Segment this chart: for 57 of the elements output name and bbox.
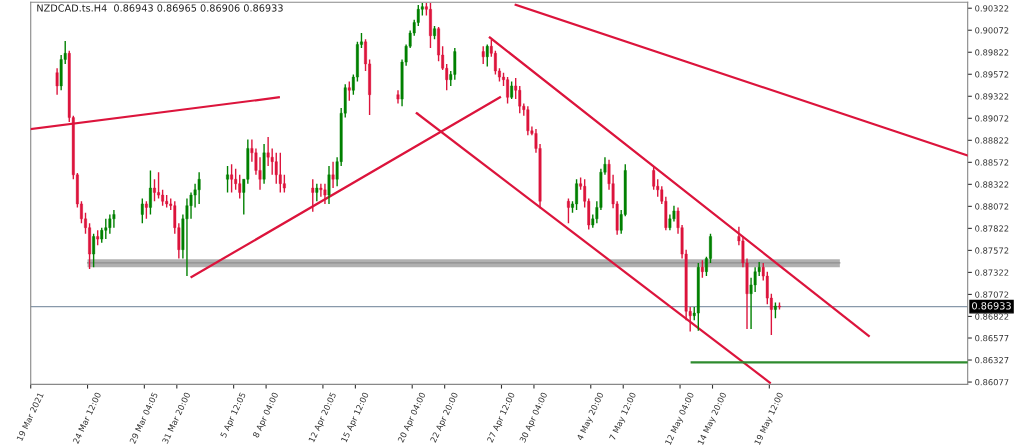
candlestick (323, 182, 327, 205)
candlestick (331, 160, 335, 189)
candlestick (230, 163, 234, 194)
y-tick-label: 0.86577 (975, 334, 1009, 342)
y-tick-label: 0.88322 (975, 181, 1009, 188)
y-tick-label: 0.90322 (975, 5, 1009, 12)
candlestick (506, 76, 509, 105)
candlestick (157, 171, 160, 200)
candlestick (526, 105, 530, 136)
candlestick (429, 2, 432, 49)
y-tick-label: 0.89822 (975, 49, 1009, 56)
y-tick-label: 0.86822 (975, 313, 1009, 320)
candlestick (347, 80, 351, 102)
x-tick-label: 20 Apr 04:00 (397, 391, 428, 444)
candlestick (140, 197, 144, 224)
y-tick-label: 0.86077 (975, 379, 1009, 386)
candlestick (575, 178, 578, 211)
y-tick-label: 0.87572 (975, 247, 1009, 254)
candlestick (453, 47, 457, 81)
chart-title: NZDCAD.ts.H4 0.86943 0.86965 0.86906 0.86933 (37, 4, 283, 12)
candlestick (278, 152, 282, 194)
candlestick (226, 165, 229, 194)
ref-line-label: 0.86933 (972, 302, 1011, 310)
candlestick (92, 233, 96, 268)
y-tick-label: 0.88572 (975, 159, 1009, 166)
x-tick-label: 19 Mar 2021 (16, 392, 44, 442)
candlestick (197, 171, 201, 205)
y-tick-label: 0.87072 (975, 291, 1009, 298)
y-tick-label: 0.87822 (975, 225, 1009, 232)
candlestick (327, 165, 331, 205)
candlestick (55, 67, 59, 96)
y-tick-label: 0.89322 (975, 93, 1009, 100)
candlestick (315, 182, 319, 202)
candlestick (311, 178, 315, 213)
y-tick-label: 0.89572 (975, 71, 1009, 78)
candlestick (493, 49, 497, 76)
candlestick (485, 43, 489, 68)
y-tick-label: 0.87322 (975, 269, 1009, 276)
candlestick (778, 301, 781, 311)
y-tick-label: 0.88822 (975, 137, 1009, 144)
candlestick (104, 218, 108, 240)
candlestick (238, 174, 242, 200)
candlestick (518, 85, 522, 114)
x-tick-label: 15 Apr 12:00 (340, 391, 371, 444)
candlestick (88, 222, 91, 270)
y-tick-label: 0.86327 (975, 357, 1009, 364)
candlestick (108, 213, 112, 235)
candlestick (274, 152, 278, 185)
candlestick (153, 178, 156, 202)
y-tick-label: 0.89072 (975, 115, 1009, 122)
x-tick-label: 5 Apr 12:05 (220, 392, 248, 439)
candlestick (773, 301, 777, 320)
candlestick (433, 25, 436, 40)
y-tick-label: 0.90072 (975, 27, 1009, 34)
y-tick-label: 0.88072 (975, 203, 1009, 210)
candlestick (567, 197, 570, 224)
candlestick (149, 169, 152, 216)
